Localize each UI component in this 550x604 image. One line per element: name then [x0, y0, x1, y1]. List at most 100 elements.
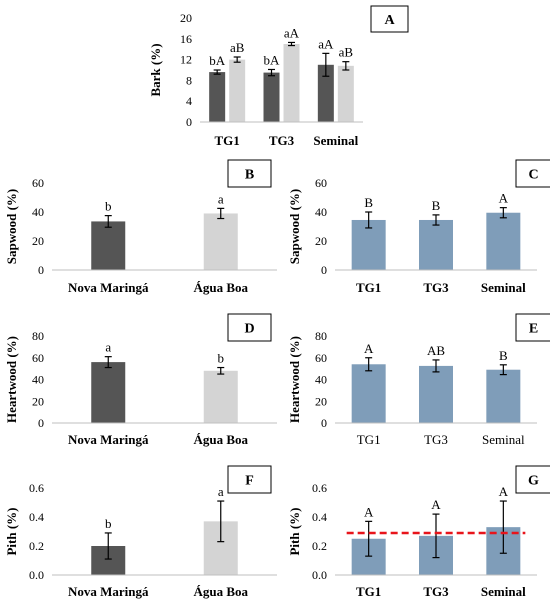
panel-e-ytick-label: 80: [315, 329, 327, 343]
panel-e-letter-box: [515, 313, 550, 342]
panel-a-category-label: Seminal: [313, 133, 358, 148]
panel-a-ytick-label: 20: [180, 11, 192, 25]
panel-d-ytick-label: 60: [32, 351, 44, 365]
panel-a-significance-label: aB: [339, 45, 354, 60]
panel-a-ytick-label: 12: [180, 53, 192, 67]
panel-d-ytick-label: 20: [32, 394, 44, 408]
panel-g-ytick-label: 0.6: [312, 481, 327, 495]
panel-a-bar: [229, 59, 246, 122]
panel-c-ylabel: Sapwood (%): [287, 189, 302, 265]
panel-b-ytick-label: 0: [38, 263, 44, 277]
panel-b-significance-label: b: [105, 199, 112, 214]
panel-c-ytick-label: 20: [315, 234, 327, 248]
panel-f-category-label: Nova Maringá: [68, 584, 149, 599]
panel-a-significance-label: aB: [230, 40, 245, 55]
panel-g-letter-box: [515, 465, 550, 494]
panel-a-ytick-label: 0: [186, 115, 192, 129]
panel-f-ytick-label: 0.2: [29, 539, 44, 553]
panel-f-ytick-label: 0.6: [29, 481, 44, 495]
panel-b-bar: [91, 221, 126, 270]
panel-c-category-label: Seminal: [481, 280, 526, 295]
panel-d-significance-label: b: [218, 351, 225, 366]
panel-d-significance-label: a: [105, 340, 111, 355]
panel-a-bar: [209, 72, 226, 122]
panel-g-letter: G: [528, 474, 539, 489]
panel-e-category-label: TG3: [424, 432, 448, 447]
panel-c-bar: [486, 212, 521, 270]
panel-g-significance-label: A: [499, 484, 509, 499]
panel-f-ytick-label: 0.4: [29, 510, 44, 524]
panel-d-bar: [91, 362, 126, 423]
panel-e-ytick-label: 40: [315, 373, 327, 387]
panel-b-category-label: Nova Maringá: [68, 280, 149, 295]
panel-b-letter: B: [245, 168, 254, 183]
panel-e-ylabel: Heartwood (%): [287, 336, 302, 423]
panel-a-bar: [263, 72, 280, 122]
panel-d-ytick-label: 40: [32, 373, 44, 387]
panel-c-category-label: TG1: [356, 280, 381, 295]
panel-a-ytick-label: 16: [180, 32, 192, 46]
panel-e-ytick-label: 60: [315, 351, 327, 365]
panel-e-significance-label: A: [364, 341, 374, 356]
panel-b-ylabel: Sapwood (%): [4, 189, 19, 265]
panel-e-category-label: TG1: [357, 432, 381, 447]
panel-a-category-label: TG3: [269, 133, 295, 148]
panel-g-significance-label: A: [431, 497, 441, 512]
panel-d-letter: D: [244, 322, 254, 337]
panel-a-ytick-label: 8: [186, 73, 192, 87]
panel-b-ytick-label: 20: [32, 234, 44, 248]
panel-g-category-label: Seminal: [481, 584, 526, 599]
panel-b-bar: [203, 213, 238, 270]
panel-c-letter: C: [528, 168, 538, 183]
panel-b-significance-label: a: [218, 191, 224, 206]
panel-e-letter: E: [529, 322, 538, 337]
panel-d-ytick-label: 0: [38, 416, 44, 430]
panel-f-ylabel: Pith (%): [4, 507, 19, 555]
panel-d-category-label: Água Boa: [193, 432, 248, 447]
panel-c-significance-label: B: [432, 198, 441, 213]
panel-c-significance-label: A: [499, 191, 509, 206]
panel-c-significance-label: B: [364, 195, 373, 210]
panel-e-bar: [351, 364, 386, 423]
panel-a-letter: A: [384, 13, 395, 28]
panel-d-letter-box: [227, 313, 272, 342]
panel-b-ytick-label: 60: [32, 176, 44, 190]
panel-d-category-label: Nova Maringá: [68, 432, 149, 447]
panel-a-bar: [317, 64, 334, 122]
panel-a-significance-label: aA: [284, 25, 300, 40]
panel-b-letter-box: [227, 159, 272, 188]
panel-g-ytick-label: 0.4: [312, 510, 327, 524]
panel-a-bar: [337, 65, 354, 122]
panel-g-ytick-label: 0.2: [312, 539, 327, 553]
panel-f-category-label: Água Boa: [193, 584, 248, 599]
panel-a-significance-label: bA: [209, 53, 226, 68]
panel-a-category-label: TG1: [215, 133, 240, 148]
panel-e-bar: [486, 369, 521, 423]
panel-e-ytick-label: 0: [321, 416, 327, 430]
panel-f-ytick-label: 0.0: [29, 568, 44, 582]
panel-e-significance-label: B: [499, 348, 508, 363]
panel-c-category-label: TG3: [423, 280, 449, 295]
panel-b-category-label: Água Boa: [193, 280, 248, 295]
panel-e-significance-label: AB: [427, 343, 445, 358]
panel-f-significance-label: b: [105, 516, 112, 531]
panel-e-category-label: Seminal: [482, 432, 525, 447]
panel-b-ytick-label: 40: [32, 205, 44, 219]
panel-a-significance-label: bA: [264, 52, 281, 67]
panel-c-bar: [419, 219, 453, 270]
panel-d-ytick-label: 80: [32, 329, 44, 343]
panel-c-ytick-label: 60: [315, 176, 327, 190]
panel-c-ytick-label: 0: [321, 263, 327, 277]
panel-g-ylabel: Pith (%): [287, 507, 302, 555]
panel-a-ylabel: Bark (%): [148, 43, 163, 96]
panel-d-bar: [203, 370, 238, 423]
panel-a-significance-label: aA: [318, 36, 334, 51]
panel-g-significance-label: A: [364, 504, 374, 519]
panel-g-category-label: TG3: [423, 584, 449, 599]
panel-c-letter-box: [515, 159, 550, 188]
panel-a-ytick-label: 4: [186, 94, 192, 108]
panel-f-significance-label: a: [218, 484, 224, 499]
panel-d-ylabel: Heartwood (%): [4, 336, 19, 423]
panel-c-ytick-label: 40: [315, 205, 327, 219]
